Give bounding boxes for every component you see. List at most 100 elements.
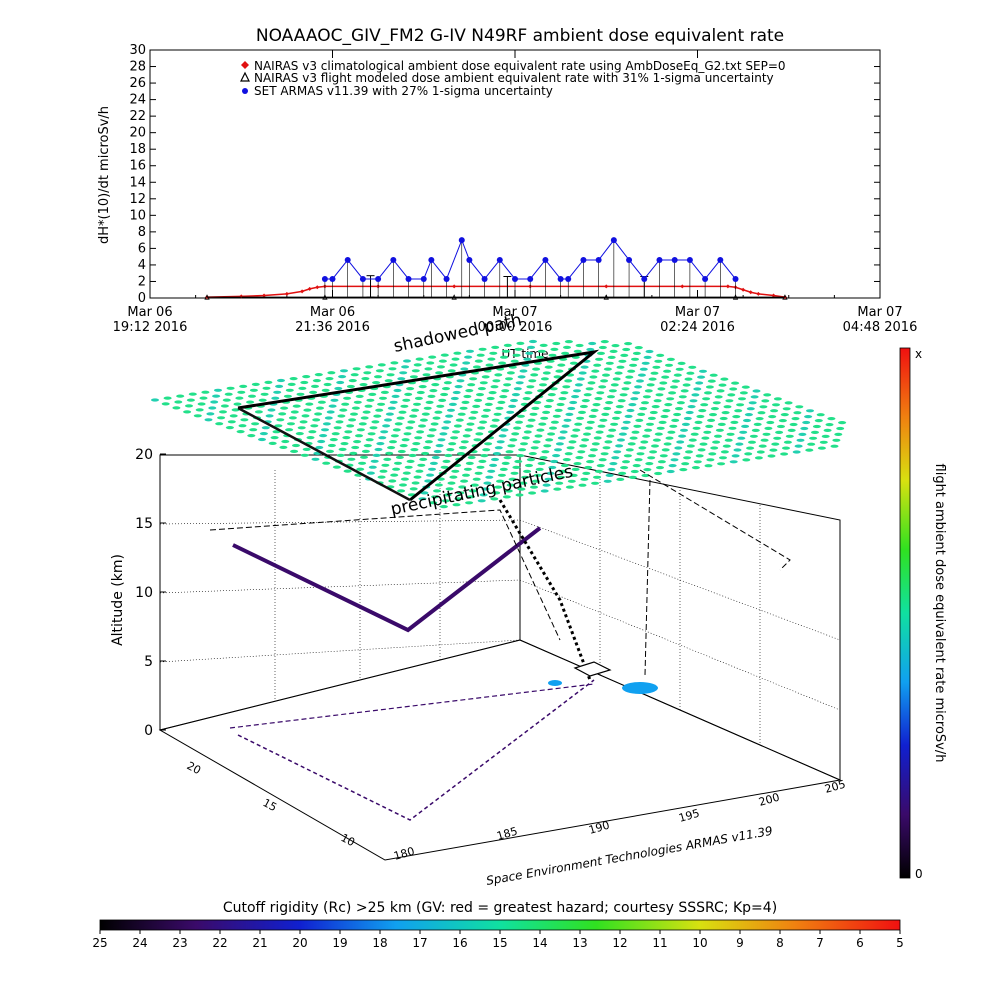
z-axis-label: Altitude (km) bbox=[110, 554, 126, 646]
rigidity-grid-cell bbox=[343, 469, 352, 473]
rigidity-grid-cell bbox=[472, 365, 481, 369]
rigidity-grid-cell bbox=[595, 430, 604, 434]
rigidity-grid-cell bbox=[628, 403, 637, 407]
rigidity-grid-cell bbox=[576, 416, 585, 420]
rigidity-grid-cell bbox=[648, 377, 657, 381]
rigidity-grid-cell bbox=[708, 452, 717, 456]
rigidity-grid-cell bbox=[749, 434, 758, 438]
rigidity-grid-cell bbox=[550, 347, 559, 351]
armas-point bbox=[420, 275, 427, 282]
rigidity-grid-cell bbox=[518, 448, 527, 452]
rigidity-grid-cell bbox=[327, 371, 336, 375]
rigidity-grid-cell bbox=[237, 390, 246, 394]
rigidity-grid-cell bbox=[718, 383, 727, 387]
rigidity-grid-cell bbox=[489, 351, 498, 355]
rigidity-grid-cell bbox=[372, 381, 381, 385]
rigidity-grid-cell bbox=[552, 341, 561, 346]
rigidity-grid-cell bbox=[377, 363, 386, 367]
rigidity-grid-cell bbox=[435, 371, 444, 375]
rigidity-grid-cell bbox=[604, 440, 613, 444]
bottom-colorbar-ticks: 25 24 23 22 21 20 19 18 17 16 15 14 13 12 11 10 9 8 7 6 5 bbox=[92, 930, 904, 950]
rigidity-grid-cell bbox=[663, 369, 672, 373]
rigidity-grid-cell bbox=[567, 479, 576, 483]
rigidity-grid-cell bbox=[515, 493, 524, 497]
rigidity-grid-cell bbox=[591, 442, 600, 446]
rigidity-grid-cell bbox=[703, 430, 712, 434]
rigidity-grid-cell bbox=[494, 485, 503, 489]
rigidity-grid-cell bbox=[553, 375, 562, 379]
rigidity-grid-cell bbox=[751, 428, 760, 432]
rigidity-grid-cell bbox=[596, 391, 605, 395]
rigidity-grid-cell bbox=[342, 436, 351, 440]
rigidity-grid-cell bbox=[251, 382, 260, 386]
rigidity-grid-cell bbox=[691, 466, 700, 470]
rigidity-grid-cell bbox=[677, 361, 686, 365]
rigidity-grid-cell bbox=[548, 353, 557, 357]
rigidity-grid-cell bbox=[772, 403, 780, 407]
rigidity-grid-cell bbox=[485, 363, 494, 367]
rigidity-grid-cell bbox=[584, 426, 593, 430]
rigidity-grid-cell bbox=[775, 430, 784, 434]
rigidity-grid-cell bbox=[472, 404, 481, 408]
rigidity-grid-cell bbox=[651, 405, 660, 409]
rigidity-grid-cell bbox=[464, 355, 473, 359]
rigidity-grid-cell bbox=[527, 345, 536, 349]
rigidity-grid-cell bbox=[470, 410, 479, 414]
climatological-point bbox=[741, 287, 746, 292]
rigidity-grid-cell bbox=[510, 398, 518, 403]
rigidity-grid-cell bbox=[773, 436, 782, 440]
y-tick-label: 22 bbox=[129, 109, 146, 124]
rigidity-grid-cell bbox=[631, 430, 640, 434]
rigidity-grid-cell bbox=[520, 442, 528, 446]
rigidity-grid-cell bbox=[555, 481, 564, 485]
rigidity-grid-cell bbox=[499, 467, 508, 471]
rigidity-grid-cell bbox=[616, 365, 625, 369]
rigidity-grid-cell bbox=[715, 428, 724, 432]
rigidity-grid-cell bbox=[589, 448, 598, 452]
rigidity-grid-cell bbox=[420, 491, 429, 495]
rigidity-grid-cell bbox=[403, 432, 412, 436]
rigidity-grid-cell bbox=[374, 447, 383, 452]
rigidity-grid-cell bbox=[748, 401, 757, 405]
rigidity-grid-cell bbox=[299, 420, 308, 424]
x-tick-label-time: 00:00 2016 bbox=[478, 320, 553, 335]
rigidity-grid-cell bbox=[782, 407, 791, 411]
rigidity-grid-cell bbox=[215, 422, 224, 426]
rigidity-grid-cell bbox=[659, 381, 668, 385]
rigidity-grid-cell bbox=[289, 377, 298, 381]
x-floor-tick: 200 bbox=[757, 791, 781, 809]
rigidity-grid-cell bbox=[339, 408, 348, 412]
rigidity-grid-cell bbox=[739, 430, 748, 434]
climatological-point bbox=[771, 293, 776, 298]
x-tick-label-date: Mar 06 bbox=[310, 305, 355, 320]
rigidity-grid-cell bbox=[528, 452, 537, 456]
rigidity-grid-cell bbox=[497, 400, 506, 404]
rigidity-grid-cell bbox=[636, 379, 644, 383]
rigidity-grid-cell bbox=[332, 465, 341, 469]
bottom-tick-label: 19 bbox=[332, 936, 347, 950]
rigidity-grid-cell bbox=[515, 420, 523, 424]
rigidity-grid-cell bbox=[780, 413, 789, 417]
climatological-point bbox=[315, 285, 320, 290]
rigidity-grid-cell bbox=[741, 424, 750, 428]
rigidity-grid-cell bbox=[368, 465, 377, 469]
rigidity-grid-cell bbox=[517, 487, 526, 491]
rigidity-grid-cell bbox=[622, 460, 630, 464]
climatological-point bbox=[300, 289, 305, 294]
rigidity-grid-cell bbox=[689, 399, 698, 403]
top-chart: dH*(10)/dt microSv/h 0246810121416182022… bbox=[97, 43, 917, 361]
rigidity-grid-cell bbox=[287, 422, 295, 426]
rigidity-grid-cell bbox=[817, 446, 826, 450]
blue-patch bbox=[548, 680, 562, 686]
rigidity-grid-cell bbox=[416, 390, 425, 395]
rigidity-grid-cell bbox=[358, 461, 367, 465]
rigidity-grid-cell bbox=[603, 406, 612, 411]
rigidity-grid-cell bbox=[516, 414, 525, 418]
rigidity-grid-cell bbox=[453, 424, 462, 428]
rigidity-grid-cell bbox=[303, 408, 312, 412]
rigidity-grid-cell bbox=[666, 357, 675, 361]
rigidity-grid-cell bbox=[598, 345, 607, 350]
rigidity-grid-cell bbox=[404, 465, 413, 469]
bottom-tick-label: 24 bbox=[132, 936, 147, 950]
